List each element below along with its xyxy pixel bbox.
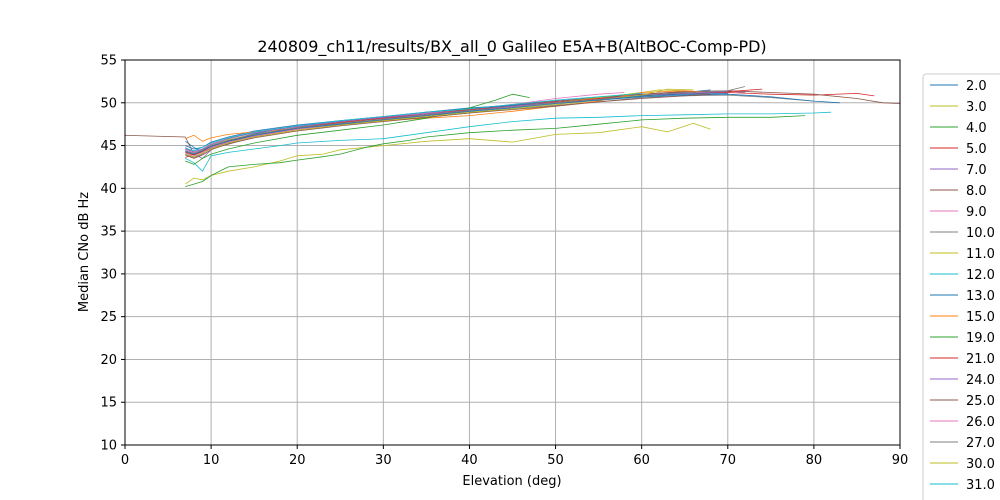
y-tick-label: 30 [100,267,117,282]
x-tick-label: 40 [461,453,478,468]
series-lines [124,86,901,187]
legend: 2.0 3.0 4.0 5.0 7.0 8.0 9.0 10.0 11.0 12.0 13.0 15.… [922,73,1000,500]
legend-label-5.0: 5.0 [966,142,987,157]
legend-label-15.0: 15.0 [966,310,995,325]
legend-label-27.0: 27.0 [966,436,995,451]
legend-label-24.0: 24.0 [966,373,995,388]
series-line-19.0 [185,93,530,165]
y-tick-label: 15 [100,396,117,411]
y-tick-label: 20 [100,353,117,368]
legend-label-21.0: 21.0 [966,352,995,367]
chart-title: 240809_ch11/results/BX_all_0 Galileo E5A… [257,37,766,57]
y-tick-label: 10 [100,439,117,454]
series-line-33.0 [185,93,728,155]
series-line-4.0 [185,115,806,187]
y-tick-label: 50 [100,96,117,111]
legend-label-13.0: 13.0 [966,289,995,304]
x-tick-label: 10 [203,453,220,468]
x-tick-label: 60 [633,453,650,468]
plot-area-frame [124,59,901,446]
x-tick-label: 20 [289,453,306,468]
legend-label-8.0: 8.0 [966,184,987,199]
y-axis: 10 15 20 25 30 35 40 45 50 55 [100,54,125,454]
x-tick-label: 90 [892,453,909,468]
legend-label-9.0: 9.0 [966,205,987,220]
legend-label-30.0: 30.0 [966,457,995,472]
y-tick-label: 25 [100,310,117,325]
x-tick-label: 30 [375,453,392,468]
legend-label-11.0: 11.0 [966,247,995,262]
legend-label-31.0: 31.0 [966,478,995,493]
series-line-25.0 [185,93,711,159]
legend-box [922,73,1000,500]
y-tick-label: 40 [100,182,117,197]
x-tick-label: 80 [806,453,823,468]
legend-label-19.0: 19.0 [966,331,995,346]
y-axis-label: Median CNo dB Hz [77,192,92,312]
series-line-12.0 [185,111,832,172]
legend-label-10.0: 10.0 [966,226,995,241]
x-tick-label: 0 [121,453,129,468]
legend-label-26.0: 26.0 [966,415,995,430]
legend-label-2.0: 2.0 [966,79,987,94]
y-tick-label: 35 [100,225,117,240]
x-axis: 0 10 20 30 40 50 60 70 80 90 [121,445,908,468]
y-tick-label: 45 [100,139,117,154]
series-line-27.0 [185,86,746,154]
legend-label-25.0: 25.0 [966,394,995,409]
legend-label-12.0: 12.0 [966,268,995,283]
series-line-31.0 [185,93,642,152]
legend-label-7.0: 7.0 [966,163,987,178]
legend-label-3.0: 3.0 [966,100,987,115]
x-tick-label: 50 [547,453,564,468]
series-line-3.0 [185,122,711,185]
x-axis-label: Elevation (deg) [462,474,561,489]
legend-label-4.0: 4.0 [966,121,987,136]
x-tick-label: 70 [720,453,737,468]
y-tick-label: 55 [100,54,117,69]
